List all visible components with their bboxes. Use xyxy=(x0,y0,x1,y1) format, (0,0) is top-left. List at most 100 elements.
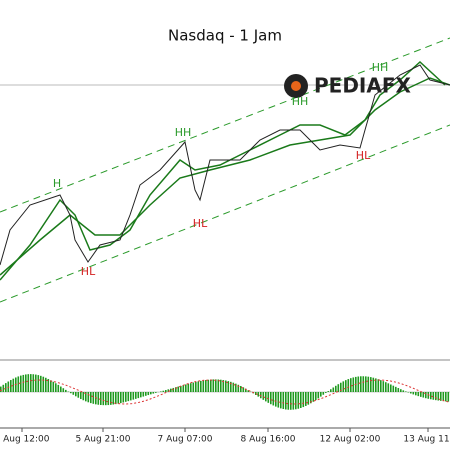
histogram-bar xyxy=(22,374,25,392)
histogram-bar xyxy=(225,380,227,392)
histogram-bar xyxy=(325,392,327,393)
histogram-bar xyxy=(227,381,230,392)
histogram-bar xyxy=(207,379,210,392)
histogram-bar xyxy=(382,381,385,392)
histogram-bar xyxy=(205,380,207,392)
histogram-bar xyxy=(75,392,77,397)
histogram-bar xyxy=(32,374,35,392)
histogram-bar xyxy=(47,378,50,392)
histogram-bar xyxy=(122,392,125,403)
histogram-bar xyxy=(215,379,217,392)
histogram-bar xyxy=(330,389,332,392)
histogram-bar xyxy=(435,392,437,401)
histogram-bar xyxy=(272,392,275,406)
histogram-bar xyxy=(107,392,110,406)
histogram-bar xyxy=(292,392,295,410)
histogram-bar xyxy=(320,392,322,397)
histogram-bar xyxy=(385,382,387,392)
signal-line xyxy=(0,379,450,405)
histogram-bar xyxy=(87,392,90,403)
histogram-bar xyxy=(0,386,2,392)
histogram-bar xyxy=(85,392,87,402)
histogram-bar xyxy=(367,376,370,392)
histogram-bar xyxy=(392,385,395,392)
histogram-bar xyxy=(415,392,417,396)
histogram-bar xyxy=(182,385,185,392)
histogram-bar xyxy=(277,392,280,408)
histogram-bar xyxy=(235,383,237,392)
histogram-bar xyxy=(195,381,197,392)
histogram-bar xyxy=(400,389,402,392)
histogram-bar xyxy=(275,392,277,407)
histogram-bar xyxy=(147,392,150,396)
histogram-bar xyxy=(150,392,152,395)
annotation: HH xyxy=(175,126,192,139)
histogram-bar xyxy=(332,387,335,392)
histogram-bar xyxy=(177,386,180,392)
histogram-bar xyxy=(440,392,442,401)
histogram-bar xyxy=(387,383,390,392)
histogram-bar xyxy=(265,392,267,402)
ma-fast xyxy=(0,60,446,281)
histogram-bar xyxy=(245,388,247,392)
histogram-bar xyxy=(390,384,392,392)
histogram-bar xyxy=(425,392,427,399)
histogram-bar xyxy=(395,386,397,392)
histogram-bar xyxy=(315,392,317,401)
histogram-bar xyxy=(137,392,140,399)
histogram-bar xyxy=(90,392,92,404)
annotation: HH xyxy=(372,61,389,74)
histogram-bar xyxy=(190,383,192,392)
x-tick-label: 4 Aug 12:00 xyxy=(0,435,50,445)
histogram-bar xyxy=(232,382,235,392)
histogram-bar xyxy=(217,379,220,392)
x-tick-label: 7 Aug 07:00 xyxy=(158,435,213,445)
histogram-bar xyxy=(125,392,127,402)
histogram-bar xyxy=(180,385,182,392)
histogram-bar xyxy=(197,381,200,392)
logo-text: PEDIAFX xyxy=(314,74,412,98)
annotation: HL xyxy=(193,217,208,230)
chart-title: Nasdaq - 1 Jam xyxy=(168,27,282,45)
histogram-bar xyxy=(370,377,372,392)
histogram-bar xyxy=(160,391,162,392)
histogram-bar xyxy=(130,392,132,401)
histogram-bar xyxy=(427,392,430,399)
histogram-bar xyxy=(290,392,292,410)
histogram-bar xyxy=(317,392,320,399)
histogram-bar xyxy=(375,378,377,392)
histogram-bar xyxy=(162,390,165,392)
histogram-bar xyxy=(12,378,15,392)
histogram-bar xyxy=(307,392,310,405)
histogram-bar xyxy=(322,392,325,395)
annotation: HH xyxy=(292,95,309,108)
histogram-bar xyxy=(25,374,27,392)
channel-lower xyxy=(0,124,450,303)
histogram-bar xyxy=(397,388,400,392)
histogram-bar xyxy=(212,379,215,392)
histogram-bar xyxy=(57,384,60,392)
histogram-bar xyxy=(115,392,117,405)
x-tick-label: 5 Aug 21:00 xyxy=(76,435,131,445)
x-tick-label: 12 Aug 02:00 xyxy=(320,435,381,445)
histogram-bar xyxy=(170,388,172,392)
histogram-bar xyxy=(20,375,22,392)
histogram-bar xyxy=(210,379,212,392)
histogram-bar xyxy=(60,386,62,392)
histogram-bar xyxy=(172,387,175,392)
histogram-bar xyxy=(420,392,422,397)
histogram-bar xyxy=(362,376,365,392)
histogram-bar xyxy=(80,392,82,400)
histogram-bar xyxy=(230,381,232,392)
histogram-bar xyxy=(17,376,20,392)
histogram-bar xyxy=(117,392,120,404)
histogram-bar xyxy=(352,377,355,392)
histogram-bar xyxy=(345,380,347,392)
histogram-bar xyxy=(267,392,270,403)
histogram-bar xyxy=(412,392,415,395)
histogram-bar xyxy=(242,387,245,392)
ma-slow xyxy=(0,77,450,276)
histogram-bar xyxy=(187,383,190,392)
histogram-bar xyxy=(335,385,337,392)
x-tick-label: 8 Aug 16:00 xyxy=(241,435,296,445)
